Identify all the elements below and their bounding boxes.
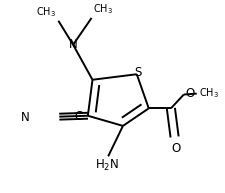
- Text: CH$_3$: CH$_3$: [93, 2, 113, 16]
- Text: CH$_3$: CH$_3$: [198, 87, 218, 101]
- Text: N: N: [68, 38, 77, 51]
- Text: O: O: [170, 142, 179, 156]
- Text: H$_2$N: H$_2$N: [95, 158, 119, 173]
- Text: S: S: [133, 66, 141, 79]
- Text: N: N: [21, 111, 30, 124]
- Text: O: O: [185, 87, 194, 100]
- Text: CH$_3$: CH$_3$: [36, 5, 56, 19]
- Text: C: C: [74, 110, 82, 123]
